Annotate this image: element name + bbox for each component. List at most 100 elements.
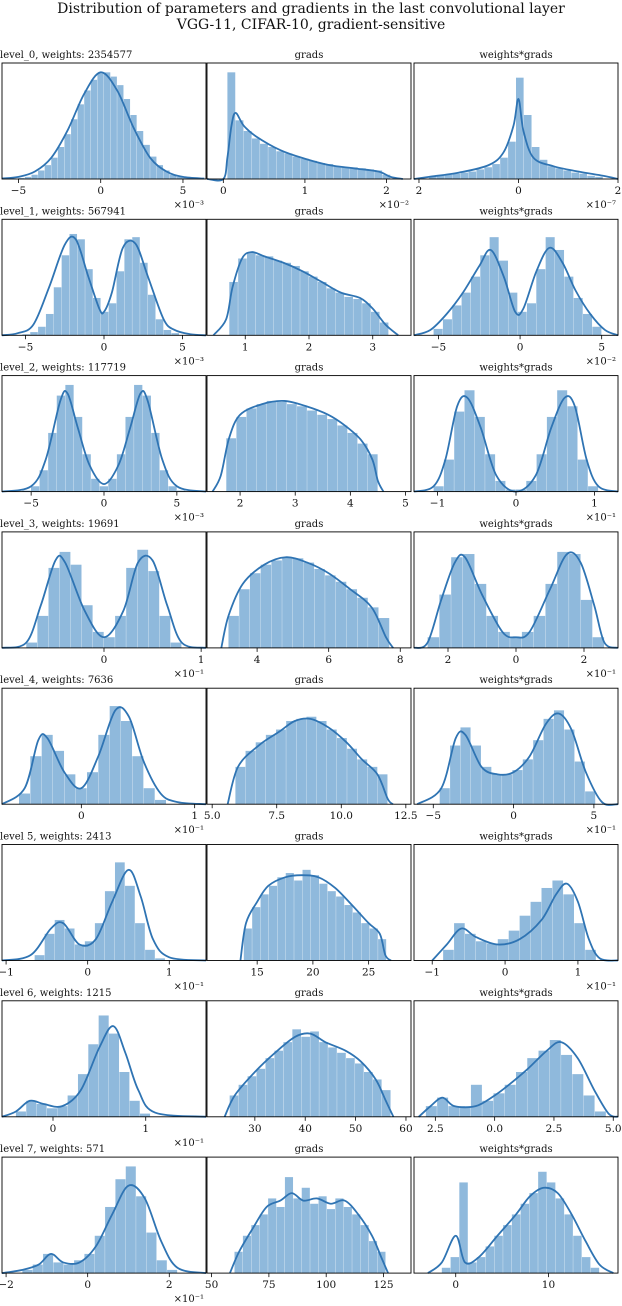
histogram-bar	[130, 115, 137, 179]
kde-line	[1, 868, 207, 962]
histogram-bar	[48, 567, 60, 648]
histogram-bar	[81, 605, 93, 648]
histogram-bar	[159, 615, 171, 648]
x-tick-label: 0	[513, 498, 520, 510]
histogram-bar	[571, 172, 580, 179]
histogram-bar	[148, 571, 160, 648]
histogram-bar	[310, 875, 320, 961]
x-tick-label: 5	[402, 498, 409, 510]
x-tick-label: 2	[615, 185, 622, 197]
histogram-bar	[85, 269, 93, 336]
histogram-bar	[450, 1257, 460, 1274]
histogram-bar	[239, 589, 250, 648]
histogram-bar	[43, 1253, 54, 1274]
histogram-bar	[119, 1072, 130, 1117]
kde-line	[229, 1192, 389, 1274]
subplot-title: level_3, weights: 19691	[0, 519, 120, 530]
histogram-bar	[367, 766, 378, 805]
x-tick-label: 0	[84, 967, 91, 979]
histogram-bar	[349, 167, 358, 179]
histogram-bar	[511, 1214, 521, 1274]
histogram-bar	[90, 79, 98, 179]
histogram-bar	[557, 390, 568, 492]
x-tick-label: −1	[424, 967, 439, 979]
x-tick-label: 5	[591, 810, 598, 822]
histogram-bar	[268, 147, 277, 179]
histogram-bar	[347, 748, 357, 805]
axes-frame	[1, 687, 207, 805]
histogram-bar	[553, 710, 565, 805]
histogram-bar	[64, 134, 71, 179]
histogram-bar	[266, 400, 277, 492]
histogram-bar	[65, 384, 74, 492]
histogram-bar	[282, 557, 293, 648]
histogram-bar	[352, 1214, 361, 1274]
x-tick-label: 1	[242, 341, 249, 353]
histogram-bar	[276, 729, 286, 805]
subplot: 2 0 2 ×10⁻¹ weights*grads	[413, 519, 619, 680]
histogram-bar	[136, 131, 144, 179]
x-tick-label: 100	[316, 1279, 336, 1291]
histogram-bar	[276, 1206, 285, 1274]
histogram-bar	[459, 1106, 471, 1117]
kde-line	[413, 98, 619, 180]
histogram-bar	[31, 174, 38, 179]
histogram-bar	[22, 1269, 33, 1274]
histogram-bar	[268, 885, 278, 961]
histogram-bar	[309, 276, 318, 336]
histogram-bar	[255, 742, 266, 805]
histogram-bar	[486, 943, 498, 961]
histogram-bar	[583, 313, 593, 336]
kde-line	[413, 551, 619, 649]
histogram-bar	[341, 167, 350, 179]
histogram-bar	[38, 326, 46, 336]
x-tick-label: 0	[101, 498, 108, 510]
histogram-bar	[433, 328, 443, 336]
x-tick-label: 5	[174, 498, 181, 510]
histogram-bar	[284, 153, 293, 179]
histogram-bar	[306, 716, 317, 805]
histogram-bar	[580, 599, 593, 648]
histogram-bar	[256, 404, 267, 492]
histogram-bar	[104, 637, 115, 648]
axes-frame	[1, 62, 207, 180]
histogram-bar	[69, 233, 78, 336]
subplot: −2 0 2×10⁻¹ level 7, weights: 571	[0, 1144, 207, 1305]
histogram-bar	[87, 772, 99, 805]
subplot-title: level 6, weights: 1215	[0, 988, 111, 999]
subplot-title: grads	[295, 363, 324, 374]
histogram-bar	[291, 265, 300, 336]
x-tick-label: 1	[591, 498, 598, 510]
histogram-bar	[470, 1084, 482, 1117]
kde-line	[1, 71, 205, 180]
subplot: −5 0 5 ×10⁻¹ weights*grads	[413, 675, 619, 836]
subplot: 4 6 8 grads	[206, 519, 412, 666]
histogram-bar	[346, 1058, 355, 1117]
histogram-bar	[326, 729, 337, 805]
histogram-bar	[310, 1031, 319, 1117]
subplot: −5 0 5 ×10⁻³ level_0, weights: 2354577	[0, 50, 207, 211]
histogram-bar	[492, 164, 500, 179]
subplot: 0 1 2 ×10⁻² grads	[206, 50, 412, 211]
histogram-bar	[226, 438, 237, 492]
histogram-bar	[491, 774, 502, 805]
histogram-bar	[171, 333, 180, 336]
histogram-bar	[156, 1260, 167, 1274]
x-tick-label: 125	[373, 1279, 393, 1291]
histogram-bar	[361, 923, 370, 961]
x-tick-label: −5	[431, 341, 446, 353]
histogram-bar	[44, 933, 55, 961]
axes-frame	[1, 844, 207, 961]
histogram-bar	[303, 562, 315, 648]
histogram-bar	[277, 877, 286, 961]
histogram-bar	[569, 554, 581, 648]
histogram-bar	[554, 249, 565, 336]
histogram-bar	[271, 560, 282, 648]
histogram-bar	[297, 406, 307, 492]
subplot-title: weights*grads	[479, 675, 552, 686]
histogram-bar	[378, 939, 387, 961]
histogram-bar	[54, 919, 65, 961]
histogram-bar	[46, 1108, 57, 1117]
histogram-bar	[529, 1193, 538, 1274]
x-tick-label: 0.0	[486, 1123, 503, 1135]
